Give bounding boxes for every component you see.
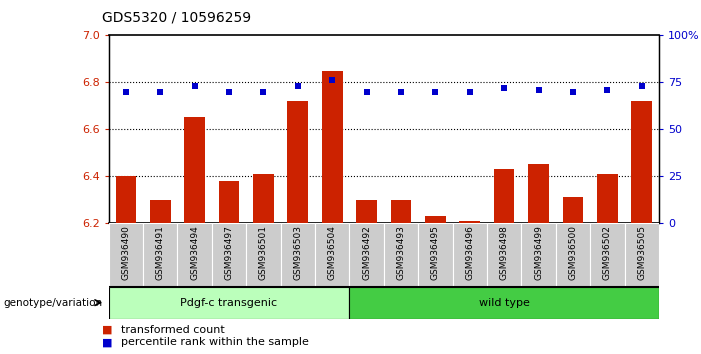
Bar — [322, 70, 343, 223]
Bar — [418, 223, 453, 287]
Bar — [150, 200, 170, 223]
Text: GSM936503: GSM936503 — [293, 225, 302, 280]
Bar — [109, 287, 349, 319]
Text: Pdgf-c transgenic: Pdgf-c transgenic — [180, 298, 278, 308]
Bar — [459, 221, 480, 223]
Bar — [522, 223, 556, 287]
Text: genotype/variation: genotype/variation — [4, 298, 102, 308]
Bar — [494, 169, 515, 223]
Text: ■: ■ — [102, 325, 112, 335]
Bar — [219, 181, 239, 223]
Bar — [246, 223, 280, 287]
Bar — [280, 223, 315, 287]
Text: GSM936500: GSM936500 — [569, 225, 578, 280]
Bar — [384, 223, 418, 287]
Bar — [253, 174, 274, 223]
Bar — [109, 223, 143, 287]
Text: GSM936491: GSM936491 — [156, 225, 165, 280]
Bar — [349, 287, 659, 319]
Bar — [116, 176, 136, 223]
Text: transformed count: transformed count — [121, 325, 225, 335]
Text: GSM936497: GSM936497 — [224, 225, 233, 280]
Text: GSM936499: GSM936499 — [534, 225, 543, 280]
Text: GSM936498: GSM936498 — [500, 225, 509, 280]
Bar — [487, 223, 522, 287]
Bar — [625, 223, 659, 287]
Text: GSM936494: GSM936494 — [190, 225, 199, 280]
Bar — [590, 223, 625, 287]
Text: GSM936492: GSM936492 — [362, 225, 371, 280]
Text: GSM936493: GSM936493 — [397, 225, 405, 280]
Bar — [597, 174, 618, 223]
Bar — [356, 200, 377, 223]
Text: GSM936496: GSM936496 — [465, 225, 475, 280]
Bar — [453, 223, 487, 287]
Text: GSM936502: GSM936502 — [603, 225, 612, 280]
Bar — [315, 223, 349, 287]
Text: percentile rank within the sample: percentile rank within the sample — [121, 337, 309, 347]
Bar — [184, 118, 205, 223]
Bar — [529, 164, 549, 223]
Bar — [425, 216, 446, 223]
Bar — [212, 223, 246, 287]
Bar — [563, 197, 583, 223]
Bar — [177, 223, 212, 287]
Text: GSM936501: GSM936501 — [259, 225, 268, 280]
Text: GSM936495: GSM936495 — [431, 225, 440, 280]
Bar — [143, 223, 177, 287]
Text: GSM936490: GSM936490 — [121, 225, 130, 280]
Text: ■: ■ — [102, 337, 112, 347]
Text: GSM936505: GSM936505 — [637, 225, 646, 280]
Bar — [390, 200, 411, 223]
Bar — [287, 101, 308, 223]
Text: GSM936504: GSM936504 — [327, 225, 336, 280]
Bar — [556, 223, 590, 287]
Bar — [632, 101, 652, 223]
Text: GDS5320 / 10596259: GDS5320 / 10596259 — [102, 11, 251, 25]
Bar — [349, 223, 384, 287]
Text: wild type: wild type — [479, 298, 530, 308]
